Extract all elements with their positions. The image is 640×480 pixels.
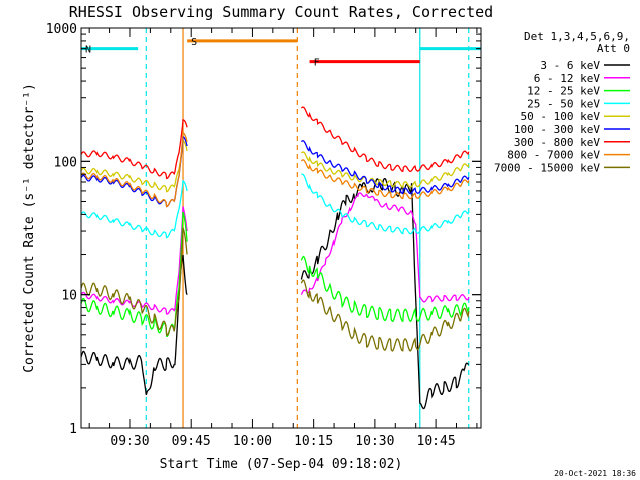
y-tick-label-0: 1 (69, 422, 77, 437)
series-line-1-segment-1 (300, 192, 470, 303)
x-tick-label-5: 10:45 (417, 434, 456, 449)
series-line-6-segment-1 (300, 106, 470, 173)
series-line-5-segment-1 (301, 140, 470, 195)
legend-label-2: 12 - 25 keV (527, 85, 600, 98)
x-axis-ticks: 09:30 09:45 10:00 10:15 10:30 10:45 (88, 28, 478, 449)
x-tick-label-1: 09:45 (172, 434, 211, 449)
series-line-2-segment-1 (300, 255, 470, 323)
series-line-0-segment-1 (300, 177, 469, 410)
legend-header-line-1: Det 1,3,4,5,6,9, (524, 30, 630, 43)
plot-frame (80, 27, 482, 429)
series-line-4-segment-0 (81, 139, 188, 193)
legend-label-6: 300 - 800 keV (514, 136, 600, 149)
x-tick-label-2: 10:00 (233, 434, 272, 449)
legend-label-4: 50 - 100 keV (521, 110, 601, 123)
series-line-4-segment-1 (300, 151, 470, 188)
y-axis-label: Corrected Count Rate (s⁻¹ detector⁻¹) (22, 83, 37, 373)
interval-markers (145, 28, 470, 428)
x-tick-label-4: 10:30 (355, 434, 394, 449)
series-line-8-segment-0 (81, 227, 188, 336)
series-line-6-segment-0 (81, 119, 188, 180)
y-tick-label-1: 10 (61, 289, 77, 304)
series-line-1-segment-0 (81, 206, 188, 315)
legend-label-1: 6 - 12 keV (534, 72, 601, 85)
legend-label-5: 100 - 300 keV (514, 123, 600, 136)
x-axis-label: Start Time (07-Sep-04 09:18:02) (160, 457, 403, 472)
legend-label-3: 25 - 50 keV (527, 97, 600, 110)
chart-title: RHESSI Observing Summary Count Rates, Co… (69, 3, 493, 21)
series-lines (81, 106, 470, 410)
legend-label-8: 7000 - 15000 keV (494, 161, 600, 174)
series-line-8-segment-1 (300, 279, 470, 352)
interval-label-1: S (191, 37, 197, 48)
series-line-0-segment-0 (81, 254, 188, 395)
y-axis-ticks: 1 10 100 1000 (46, 22, 481, 437)
x-tick-label-0: 09:30 (110, 434, 149, 449)
legend-header-line-2: Att 0 (597, 42, 630, 55)
series-line-3-segment-1 (301, 173, 470, 235)
interval-label-2: F (314, 58, 320, 69)
legend-label-0: 3 - 6 keV (540, 59, 600, 72)
legend-label-7: 800 - 7000 keV (507, 149, 600, 162)
interval-label-0: N (85, 45, 91, 56)
y-tick-label-2: 100 (54, 155, 77, 170)
x-tick-label-3: 10:15 (294, 434, 333, 449)
y-tick-label-3: 1000 (46, 22, 77, 37)
series-line-7-segment-1 (300, 159, 470, 200)
observing-intervals: N S F (81, 37, 481, 69)
series-line-7-segment-0 (81, 131, 188, 208)
footer-timestamp: 20-Oct-2021 18:36 (554, 469, 636, 478)
series-line-3-segment-0 (81, 179, 188, 239)
